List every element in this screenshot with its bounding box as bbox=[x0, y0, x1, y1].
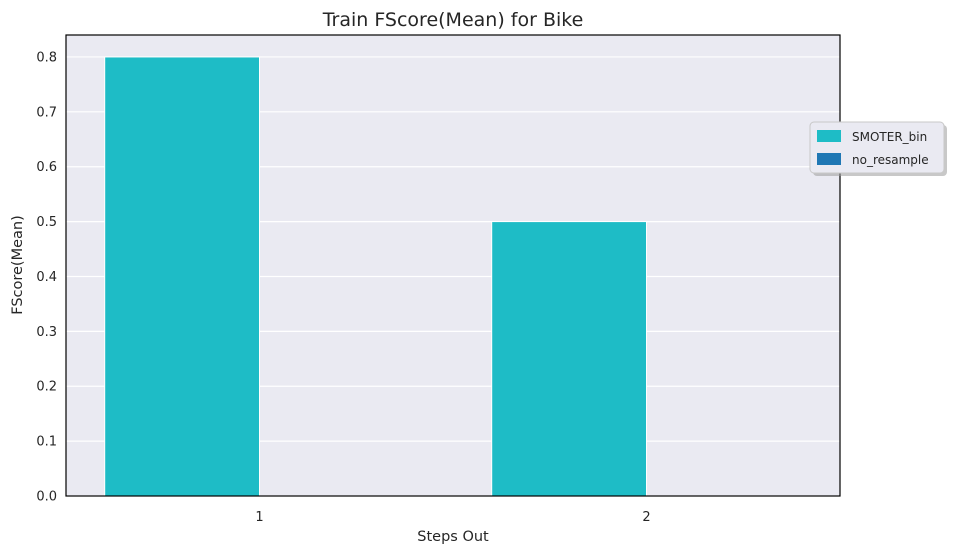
bar-smoter-bin-1 bbox=[104, 56, 260, 497]
bars bbox=[104, 56, 648, 497]
y-tick-label: 0.2 bbox=[36, 380, 57, 395]
chart-title: Train FScore(Mean) for Bike bbox=[322, 9, 584, 31]
y-tick-label: 0.0 bbox=[36, 490, 57, 505]
legend-box bbox=[809, 121, 945, 174]
x-tick-label: 1 bbox=[255, 510, 263, 525]
y-tick-label: 0.8 bbox=[36, 50, 57, 65]
legend-label-smoter-bin: SMOTER_bin bbox=[852, 130, 927, 144]
y-axis: 0.0 0.1 0.2 0.3 0.4 0.5 0.6 0.7 0.8 bbox=[36, 50, 57, 504]
legend-swatch-no-resample bbox=[817, 153, 841, 165]
y-tick-label: 0.1 bbox=[36, 435, 57, 450]
bar-smoter-bin-2 bbox=[491, 221, 648, 497]
plot-frame bbox=[65, 34, 841, 497]
legend-label-no-resample: no_resample bbox=[852, 153, 929, 167]
y-axis-label: FScore(Mean) bbox=[10, 215, 26, 315]
x-axis-label: Steps Out bbox=[417, 529, 489, 545]
y-tick-label: 0.7 bbox=[36, 105, 57, 120]
y-tick-label: 0.6 bbox=[36, 160, 57, 175]
legend-swatch-smoter-bin bbox=[817, 130, 841, 142]
y-tick-label: 0.5 bbox=[36, 215, 57, 230]
y-tick-label: 0.3 bbox=[36, 325, 57, 340]
y-tick-label: 0.4 bbox=[36, 270, 57, 285]
x-tick-label: 2 bbox=[642, 510, 650, 525]
legend: SMOTER_bin no_resample bbox=[809, 121, 947, 176]
